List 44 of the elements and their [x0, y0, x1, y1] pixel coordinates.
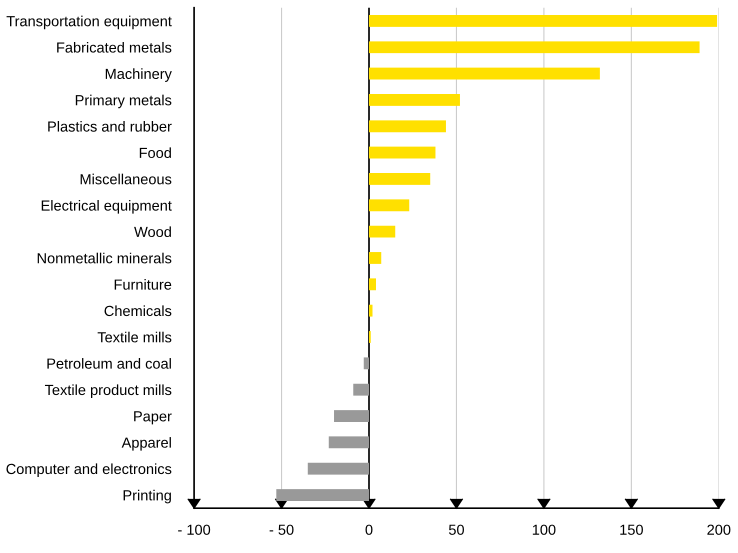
y-tick-label: Petroleum and coal	[47, 358, 171, 369]
y-tick-label: Computer and electronics	[6, 463, 172, 478]
bar	[369, 304, 372, 317]
x-tick-label: 0	[366, 524, 372, 535]
y-tick-label: Printing	[124, 490, 171, 504]
y-tick-label: Machinery	[106, 68, 172, 82]
x-tick-label: 50	[448, 524, 464, 535]
y-tick-label: Chemicals	[104, 305, 172, 316]
bar	[276, 489, 369, 501]
x-tick-label: - 50	[270, 524, 294, 535]
y-tick-label: Food	[140, 147, 171, 158]
bar	[308, 462, 369, 475]
x-tick-label: 100	[532, 524, 556, 535]
bar	[369, 68, 600, 80]
bar	[369, 120, 446, 132]
bar	[369, 278, 376, 290]
y-tick-label: Textile mills	[98, 332, 172, 342]
bar	[369, 14, 718, 27]
bar	[369, 226, 396, 238]
y-tick-label: Fabricated metals	[57, 42, 172, 53]
bar	[353, 384, 369, 396]
y-tick-label: Nonmetallic minerals	[38, 252, 172, 264]
bar	[328, 436, 369, 448]
x-tick-label: 150	[620, 524, 643, 535]
bar	[334, 410, 369, 422]
y-tick-label: Textile product mills	[44, 384, 172, 398]
x-tick-label: - 100	[178, 524, 210, 535]
y-tick-label: Electrical equipment	[42, 200, 172, 214]
y-tick-label: Paper	[134, 411, 172, 424]
y-tick-label: Plastics and rubber	[48, 120, 172, 132]
bar	[369, 94, 460, 106]
bar	[364, 357, 369, 370]
bar	[369, 173, 430, 185]
bar	[369, 252, 382, 264]
y-tick-label: Transportation equipment	[6, 16, 172, 30]
y-tick-label: Furniture	[114, 279, 172, 290]
y-tick-label: Wood	[134, 226, 171, 238]
y-tick-label: Miscellaneous	[80, 174, 172, 184]
bar	[369, 199, 410, 212]
y-tick-label: Apparel	[122, 437, 171, 451]
y-tick-label: Primary metals	[76, 94, 172, 108]
x-tick-label: 200	[707, 524, 730, 535]
bar	[369, 41, 700, 54]
bar	[369, 146, 436, 159]
